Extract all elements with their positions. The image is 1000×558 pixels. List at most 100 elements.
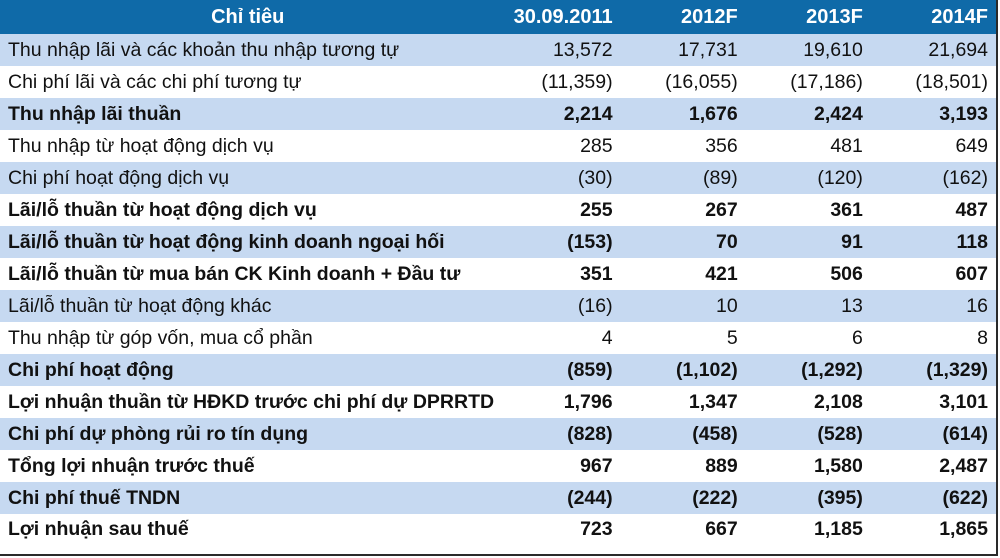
cell-30-09-2011: 13,572 <box>552 38 613 61</box>
cell-2013f: (395) <box>817 486 863 509</box>
cell-2012f: 10 <box>716 294 738 317</box>
table-header-row: Chỉ tiêu 30.09.2011 2012F 2013F 2014F <box>0 0 996 34</box>
cell-2012f: 356 <box>705 134 738 157</box>
cell-2013f: 19,610 <box>803 38 863 61</box>
row-label: Tổng lợi nhuận trước thuế <box>8 454 255 477</box>
table-row: Thu nhập từ hoạt động dịch vụ 285 356 48… <box>0 130 996 162</box>
cell-2013f: (120) <box>817 166 863 189</box>
cell-2012f: 1,347 <box>688 390 738 413</box>
header-30-09-2011: 30.09.2011 <box>513 5 613 28</box>
cell-2013f: 361 <box>830 198 863 221</box>
cell-30-09-2011: 4 <box>601 326 613 349</box>
cell-2012f: 267 <box>705 198 738 221</box>
cell-2013f: (1,292) <box>801 358 863 381</box>
cell-2013f: 6 <box>852 326 863 349</box>
row-label: Chi phí lãi và các chi phí tương tự <box>8 70 302 93</box>
cell-30-09-2011: (859) <box>567 358 613 381</box>
cell-2014f: (614) <box>942 422 988 445</box>
cell-2012f: (16,055) <box>665 70 738 93</box>
row-label: Lãi/lỗ thuần từ mua bán CK Kinh doanh + … <box>8 262 461 285</box>
cell-2013f: 2,424 <box>814 102 863 125</box>
table-row: Chi phí lãi và các chi phí tương tự (11,… <box>0 66 996 98</box>
cell-30-09-2011: (11,359) <box>541 70 613 93</box>
cell-2012f: (222) <box>692 486 738 509</box>
cell-30-09-2011: (30) <box>577 166 613 189</box>
cell-2014f: (622) <box>942 486 988 509</box>
cell-2013f: 2,108 <box>814 390 863 413</box>
row-label: Thu nhập lãi thuần <box>8 102 182 125</box>
financial-table: Chỉ tiêu 30.09.2011 2012F 2013F 2014F Th… <box>0 0 996 544</box>
row-label: Chi phí thuế TNDN <box>8 486 181 509</box>
cell-30-09-2011: (244) <box>567 486 613 509</box>
header-indicator: Chỉ tiêu <box>211 5 285 28</box>
cell-2012f: 17,731 <box>678 38 738 61</box>
cell-2014f: 3,193 <box>939 102 988 125</box>
cell-30-09-2011: 967 <box>580 454 613 477</box>
row-label: Lãi/lỗ thuần từ hoạt động khác <box>8 294 272 317</box>
cell-2012f: 667 <box>705 517 738 540</box>
table-row: Lãi/lỗ thuần từ hoạt động dịch vụ 255 26… <box>0 194 996 226</box>
row-label: Thu nhập lãi và các khoản thu nhập tương… <box>8 38 400 61</box>
table-row: Lãi/lỗ thuần từ mua bán CK Kinh doanh + … <box>0 258 996 290</box>
table-row: Lợi nhuận sau thuế 723 667 1,185 1,865 <box>0 514 996 544</box>
cell-2012f: 5 <box>726 326 738 349</box>
table-row: Lợi nhuận thuần từ HĐKD trước chi phí dự… <box>0 386 996 418</box>
cell-30-09-2011: 285 <box>580 134 613 157</box>
cell-2013f: 1,185 <box>814 517 863 540</box>
cell-2012f: 421 <box>705 262 738 285</box>
cell-30-09-2011: 255 <box>580 198 613 221</box>
cell-2013f: (17,186) <box>790 70 863 93</box>
cell-2014f: 16 <box>966 294 988 317</box>
cell-2014f: (18,501) <box>915 70 988 93</box>
cell-2014f: 2,487 <box>939 454 988 477</box>
cell-2013f: (528) <box>817 422 863 445</box>
table-row: Chi phí hoạt động dịch vụ (30) (89) (120… <box>0 162 996 194</box>
table-row: Thu nhập từ góp vốn, mua cổ phần 4 5 6 8 <box>0 322 996 354</box>
row-label: Lợi nhuận thuần từ HĐKD trước chi phí dự… <box>8 390 495 413</box>
table-row: Thu nhập lãi thuần 2,214 1,676 2,424 3,1… <box>0 98 996 130</box>
cell-30-09-2011: 2,214 <box>563 102 613 125</box>
table-row: Chi phí thuế TNDN (244) (222) (395) (622… <box>0 482 996 514</box>
cell-30-09-2011: 351 <box>580 262 613 285</box>
cell-2012f: (89) <box>703 166 738 189</box>
header-2012f: 2012F <box>681 5 738 28</box>
cell-2014f: 8 <box>977 326 988 349</box>
cell-30-09-2011: (828) <box>567 422 613 445</box>
cell-2014f: 487 <box>955 198 988 221</box>
cell-30-09-2011: (16) <box>577 294 613 317</box>
row-label: Thu nhập từ góp vốn, mua cổ phần <box>8 326 313 349</box>
cell-30-09-2011: (153) <box>567 230 613 253</box>
cell-2014f: 649 <box>955 134 988 157</box>
cell-2014f: 3,101 <box>939 390 988 413</box>
row-label: Lãi/lỗ thuần từ hoạt động dịch vụ <box>8 198 317 221</box>
table-row: Lãi/lỗ thuần từ hoạt động kinh doanh ngo… <box>0 226 996 258</box>
cell-2013f: 506 <box>830 262 863 285</box>
table-row: Tổng lợi nhuận trước thuế 967 889 1,580 … <box>0 450 996 482</box>
cell-2014f: 607 <box>955 262 988 285</box>
cell-2013f: 481 <box>830 134 863 157</box>
cell-30-09-2011: 1,796 <box>563 390 613 413</box>
row-label: Lãi/lỗ thuần từ hoạt động kinh doanh ngo… <box>8 230 445 253</box>
cell-2013f: 13 <box>841 294 863 317</box>
table-row: Thu nhập lãi và các khoản thu nhập tương… <box>0 34 996 66</box>
cell-2014f: 118 <box>956 230 988 253</box>
row-label: Chi phí dự phòng rủi ro tín dụng <box>8 422 309 445</box>
header-2014f: 2014F <box>931 5 988 28</box>
row-label: Chi phí hoạt động dịch vụ <box>8 166 230 189</box>
header-2013f: 2013F <box>806 5 863 28</box>
table-row: Chi phí dự phòng rủi ro tín dụng (828) (… <box>0 418 996 450</box>
cell-2012f: 889 <box>705 454 738 477</box>
row-label: Lợi nhuận sau thuế <box>8 517 189 540</box>
row-label: Chi phí hoạt động <box>8 358 174 381</box>
cell-2012f: (1,102) <box>675 358 738 381</box>
cell-2012f: 1,676 <box>688 102 738 125</box>
cell-30-09-2011: 723 <box>580 517 613 540</box>
cell-2012f: 70 <box>716 230 738 253</box>
cell-2014f: (162) <box>942 166 988 189</box>
cell-2013f: 1,580 <box>814 454 863 477</box>
table-row: Lãi/lỗ thuần từ hoạt động khác (16) 10 1… <box>0 290 996 322</box>
table-row: Chi phí hoạt động (859) (1,102) (1,292) … <box>0 354 996 386</box>
cell-2014f: 21,694 <box>928 38 988 61</box>
cell-2013f: 91 <box>841 230 863 253</box>
